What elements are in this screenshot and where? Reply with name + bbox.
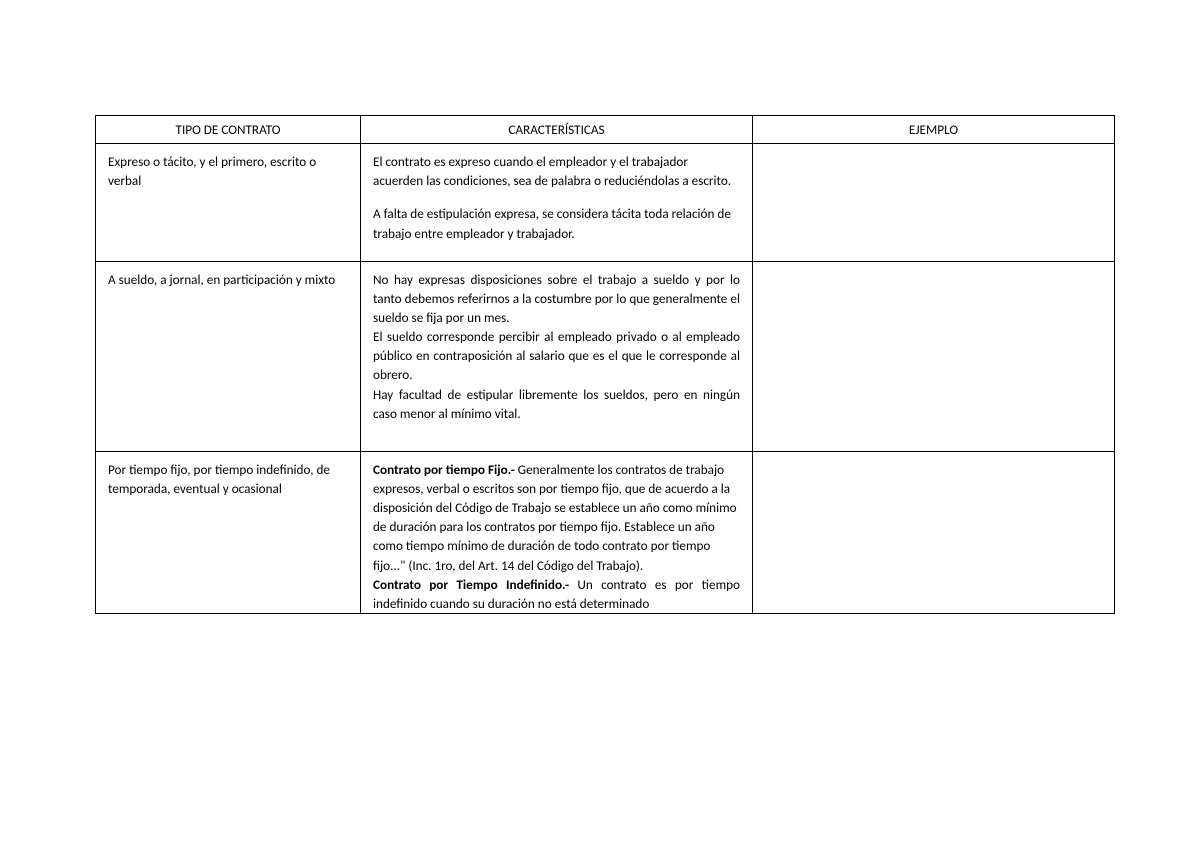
cell-caracteristicas: El contrato es expreso cuando el emplead… (361, 144, 753, 262)
carac-paragraph: Hay facultad de estipular libremente los… (373, 385, 740, 423)
bold-label: Contrato por Tiempo Indefinido.- (373, 576, 569, 593)
cell-ejemplo (753, 451, 1115, 613)
cell-tipo: A sueldo, a jornal, en participación y m… (96, 261, 361, 451)
header-tipo: TIPO DE CONTRATO (96, 116, 361, 144)
carac-paragraph: El contrato es expreso cuando el emplead… (373, 152, 740, 190)
table-row: Expreso o tácito, y el primero, escrito … (96, 144, 1115, 262)
carac-paragraph: Contrato por Tiempo Indefinido.- Un cont… (373, 575, 740, 613)
cell-tipo: Expreso o tácito, y el primero, escrito … (96, 144, 361, 262)
carac-paragraph: Contrato por tiempo Fijo.- Generalmente … (373, 460, 740, 575)
carac-paragraph: A falta de estipulación expresa, se cons… (373, 204, 740, 242)
cell-tipo: Por tiempo fijo, por tiempo indefinido, … (96, 451, 361, 613)
tipo-text: A sueldo, a jornal, en participación y m… (108, 270, 348, 289)
carac-paragraph: El sueldo corresponde percibir al emplea… (373, 327, 740, 384)
table-row: A sueldo, a jornal, en participación y m… (96, 261, 1115, 451)
bold-label: Contrato por tiempo Fijo.- (373, 461, 515, 478)
cell-ejemplo (753, 261, 1115, 451)
cell-caracteristicas: No hay expresas disposiciones sobre el t… (361, 261, 753, 451)
table-header-row: TIPO DE CONTRATO CARACTERÍSTICAS EJEMPLO (96, 116, 1115, 144)
carac-paragraph: No hay expresas disposiciones sobre el t… (373, 270, 740, 327)
cell-ejemplo (753, 144, 1115, 262)
tipo-text: Expreso o tácito, y el primero, escrito … (108, 152, 348, 190)
table-row: Por tiempo fijo, por tiempo indefinido, … (96, 451, 1115, 613)
tipo-text: Por tiempo fijo, por tiempo indefinido, … (108, 460, 348, 498)
cell-caracteristicas: Contrato por tiempo Fijo.- Generalmente … (361, 451, 753, 613)
header-caracteristicas: CARACTERÍSTICAS (361, 116, 753, 144)
contracts-table: TIPO DE CONTRATO CARACTERÍSTICAS EJEMPLO… (95, 115, 1115, 614)
document-page: TIPO DE CONTRATO CARACTERÍSTICAS EJEMPLO… (0, 0, 1200, 614)
header-ejemplo: EJEMPLO (753, 116, 1115, 144)
